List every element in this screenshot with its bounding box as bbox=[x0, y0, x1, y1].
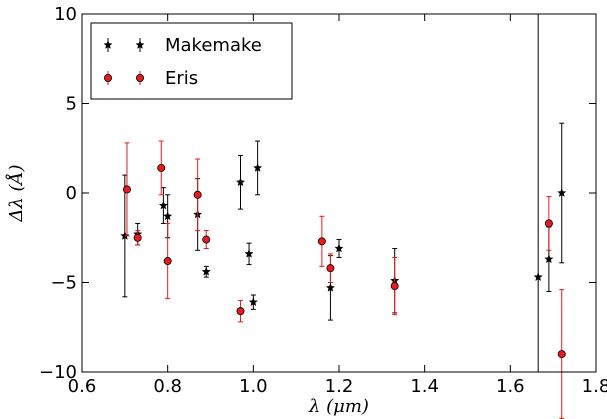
series-eris bbox=[122, 140, 566, 419]
x-tick-label: 1.4 bbox=[410, 376, 439, 397]
y-tick-label: 10 bbox=[54, 4, 77, 25]
data-point bbox=[252, 163, 263, 172]
data-point bbox=[122, 185, 131, 194]
data-point bbox=[334, 243, 344, 253]
plot-layer bbox=[120, 14, 567, 419]
legend-point bbox=[103, 40, 113, 49]
data-point bbox=[557, 188, 567, 197]
data-point bbox=[325, 282, 336, 292]
ticks-layer: 0.6 0.8 1.0 1.2 1.4 1.6 1.8 10 5 0 −5 −10 bbox=[39, 4, 607, 397]
y-axis-title: Δλ (Å) bbox=[5, 164, 27, 222]
x-tick-label: 0.6 bbox=[68, 376, 97, 397]
x-tick-label: 1.6 bbox=[496, 376, 525, 397]
data-point bbox=[236, 307, 245, 316]
data-point bbox=[390, 282, 399, 291]
y-tick-label: 0 bbox=[66, 183, 77, 204]
data-point bbox=[557, 350, 566, 359]
data-point bbox=[533, 272, 543, 282]
legend-point bbox=[135, 40, 145, 49]
legend-label-makemake: Makemake bbox=[165, 35, 262, 56]
data-point bbox=[133, 233, 142, 242]
legend-marker-eris bbox=[104, 71, 144, 85]
data-point bbox=[157, 163, 166, 172]
data-point bbox=[163, 211, 173, 221]
data-point bbox=[244, 248, 254, 258]
x-tick-label: 0.8 bbox=[153, 376, 182, 397]
y-tick-label: 5 bbox=[66, 94, 77, 115]
legend-label-eris: Eris bbox=[165, 68, 198, 89]
data-point bbox=[326, 264, 335, 273]
x-tick-label: 1.0 bbox=[239, 376, 268, 397]
legend-point bbox=[104, 74, 113, 83]
legend-point bbox=[135, 74, 144, 83]
data-point bbox=[202, 235, 211, 244]
data-point bbox=[235, 177, 246, 187]
data-point bbox=[544, 254, 554, 264]
x-axis-title: λ (μm) bbox=[308, 396, 369, 417]
x-tick-label: 1.2 bbox=[325, 376, 354, 397]
legend-box bbox=[90, 22, 293, 100]
data-point bbox=[248, 297, 258, 307]
x-tick-label: 1.8 bbox=[582, 376, 607, 397]
legend: Makemake Eris bbox=[90, 22, 293, 100]
data-point bbox=[158, 200, 169, 210]
y-tick-label: −5 bbox=[50, 273, 77, 294]
data-point bbox=[317, 237, 326, 246]
y-tick-label: −10 bbox=[39, 362, 77, 383]
data-point bbox=[163, 257, 172, 266]
data-point bbox=[193, 190, 202, 199]
data-point bbox=[544, 219, 553, 228]
series-makemake bbox=[120, 122, 567, 321]
legend-marker-makemake bbox=[103, 38, 145, 52]
data-point bbox=[201, 266, 211, 276]
